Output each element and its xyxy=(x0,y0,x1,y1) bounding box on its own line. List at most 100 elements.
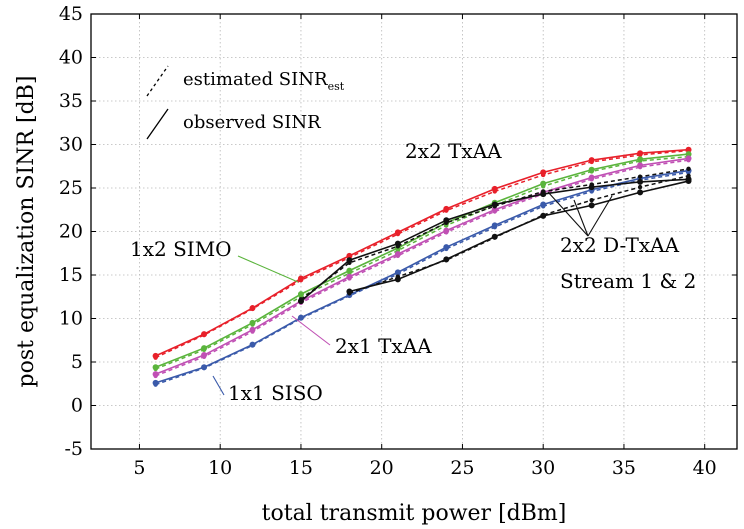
series-estimated-point xyxy=(298,278,304,283)
annotation-stream-1-2: Stream 1 & 2 xyxy=(560,269,696,293)
x-tick-label: 25 xyxy=(450,457,474,479)
series-observed-line xyxy=(155,157,689,375)
series-estimated-point xyxy=(637,184,643,190)
series-estimated-point xyxy=(589,169,594,174)
series-estimated-point xyxy=(201,332,207,338)
series-estimated-point xyxy=(250,343,255,348)
y-tick-label: 35 xyxy=(59,90,83,112)
series-estimated-point xyxy=(395,274,401,279)
y-tick-label: 15 xyxy=(59,264,83,286)
series-estimated-point xyxy=(201,365,207,371)
y-tick-label: 20 xyxy=(59,221,83,243)
leader-2x1-txaa xyxy=(291,315,331,346)
series-estimated-point xyxy=(298,297,304,302)
series-observed-line xyxy=(155,169,689,384)
series-estimated-point xyxy=(686,166,691,172)
series-estimated-point xyxy=(347,276,352,281)
y-tick-label: 40 xyxy=(59,47,83,69)
series-estimated-point xyxy=(395,244,401,249)
series-estimated-point xyxy=(347,291,352,296)
series-estimated-point xyxy=(589,159,594,165)
series-estimated-point xyxy=(541,204,546,209)
leader-dtxaa-a xyxy=(547,191,589,237)
series-estimated-point xyxy=(347,260,352,266)
annotation-1x2-simo: 1x2 SIMO xyxy=(130,237,232,261)
series-observed-line xyxy=(155,153,689,368)
series-estimated-point xyxy=(153,366,158,372)
series-estimated-point xyxy=(541,189,546,194)
series-estimated-point xyxy=(444,208,449,213)
series-2x2-txaa xyxy=(152,146,692,360)
series-estimated-point xyxy=(492,189,497,194)
series-estimated-point xyxy=(589,197,594,203)
series-2x2-d-txaa-stream-2 xyxy=(346,173,692,296)
series-estimated-point xyxy=(637,152,643,158)
series-estimated-point xyxy=(589,189,594,194)
legend-observed-line xyxy=(146,108,169,140)
series-observed-line xyxy=(155,148,689,357)
series-estimated-point xyxy=(153,373,158,379)
x-tick-label: 35 xyxy=(612,457,636,479)
x-tick-label: 5 xyxy=(133,457,145,479)
y-tick-label: 25 xyxy=(59,177,83,199)
annotation-2x2-dtxaa: 2x2 D-TxAA xyxy=(560,233,680,257)
plot-frame xyxy=(90,13,738,450)
legend-estimated-text: estimated SINR xyxy=(183,69,328,90)
legend-estimated-label: estimated SINRest xyxy=(183,69,345,93)
legend-estimated-line xyxy=(146,65,169,97)
series-estimated-point xyxy=(395,231,401,237)
y-tick-label: 0 xyxy=(71,395,83,417)
series-2x2-d-txaa-stream-1 xyxy=(297,166,692,305)
series-observed-point xyxy=(637,189,644,196)
series-observed-line xyxy=(349,180,689,293)
series-estimated-point xyxy=(492,224,497,230)
y-tick-label: -5 xyxy=(64,438,83,460)
series-estimated-point xyxy=(395,253,401,259)
x-tick-label: 15 xyxy=(289,457,313,479)
series-observed-point xyxy=(637,178,644,185)
series-estimated-point xyxy=(492,209,497,214)
series-estimated-point xyxy=(686,170,691,175)
series-layer xyxy=(152,146,692,387)
grid xyxy=(91,13,737,450)
series-estimated-point xyxy=(541,212,546,218)
series-estimated-line xyxy=(300,168,689,300)
series-estimated-point xyxy=(589,177,594,182)
series-estimated-point xyxy=(492,204,497,209)
legend-observed-label: observed SINR xyxy=(183,112,321,133)
y-axis-label: post equalization SINR [dB] xyxy=(14,76,39,388)
series-estimated-point xyxy=(153,355,158,360)
annotation-1x1-siso: 1x1 SISO xyxy=(228,381,323,405)
series-estimated-point xyxy=(589,182,594,187)
series-estimated-point xyxy=(153,382,158,387)
annotation-leaders xyxy=(212,191,613,396)
leader-dtxaa-c xyxy=(587,195,613,237)
series-observed-point xyxy=(588,202,595,209)
series-estimated-line xyxy=(155,155,689,370)
y-tick-label: 10 xyxy=(59,308,83,330)
series-estimated-point xyxy=(686,157,691,163)
annotations: 2x2 TxAA 1x2 SIMO 2x1 TxAA 1x1 SISO 2x2 … xyxy=(130,139,696,405)
x-tick-label: 30 xyxy=(531,457,555,479)
series-estimated-line xyxy=(155,159,689,377)
series-estimated-point xyxy=(492,235,497,240)
x-tick-label: 10 xyxy=(208,457,232,479)
series-estimated-point xyxy=(541,172,546,178)
annotation-2x2-txaa: 2x2 TxAA xyxy=(405,139,502,163)
series-estimated-point xyxy=(201,347,207,353)
series-estimated-point xyxy=(250,322,255,327)
series-estimated-point xyxy=(686,173,691,179)
series-estimated-point xyxy=(637,174,643,179)
series-estimated-point xyxy=(250,306,255,312)
series-estimated-line xyxy=(155,171,689,386)
y-tick-label: 30 xyxy=(59,134,83,156)
series-estimated-point xyxy=(637,164,643,170)
x-tick-label: 40 xyxy=(693,457,717,479)
ticks: 5 10 15 20 25 30 35 40 -5 0 5 10 15 20 25 30 35 40 45 xyxy=(59,3,737,479)
series-estimated-point xyxy=(298,316,304,321)
legend-estimated-subscript: est xyxy=(328,80,345,93)
annotation-2x1-txaa: 2x1 TxAA xyxy=(335,334,432,358)
series-estimated-point xyxy=(250,329,255,334)
series-estimated-point xyxy=(444,230,449,235)
x-tick-label: 20 xyxy=(370,457,394,479)
